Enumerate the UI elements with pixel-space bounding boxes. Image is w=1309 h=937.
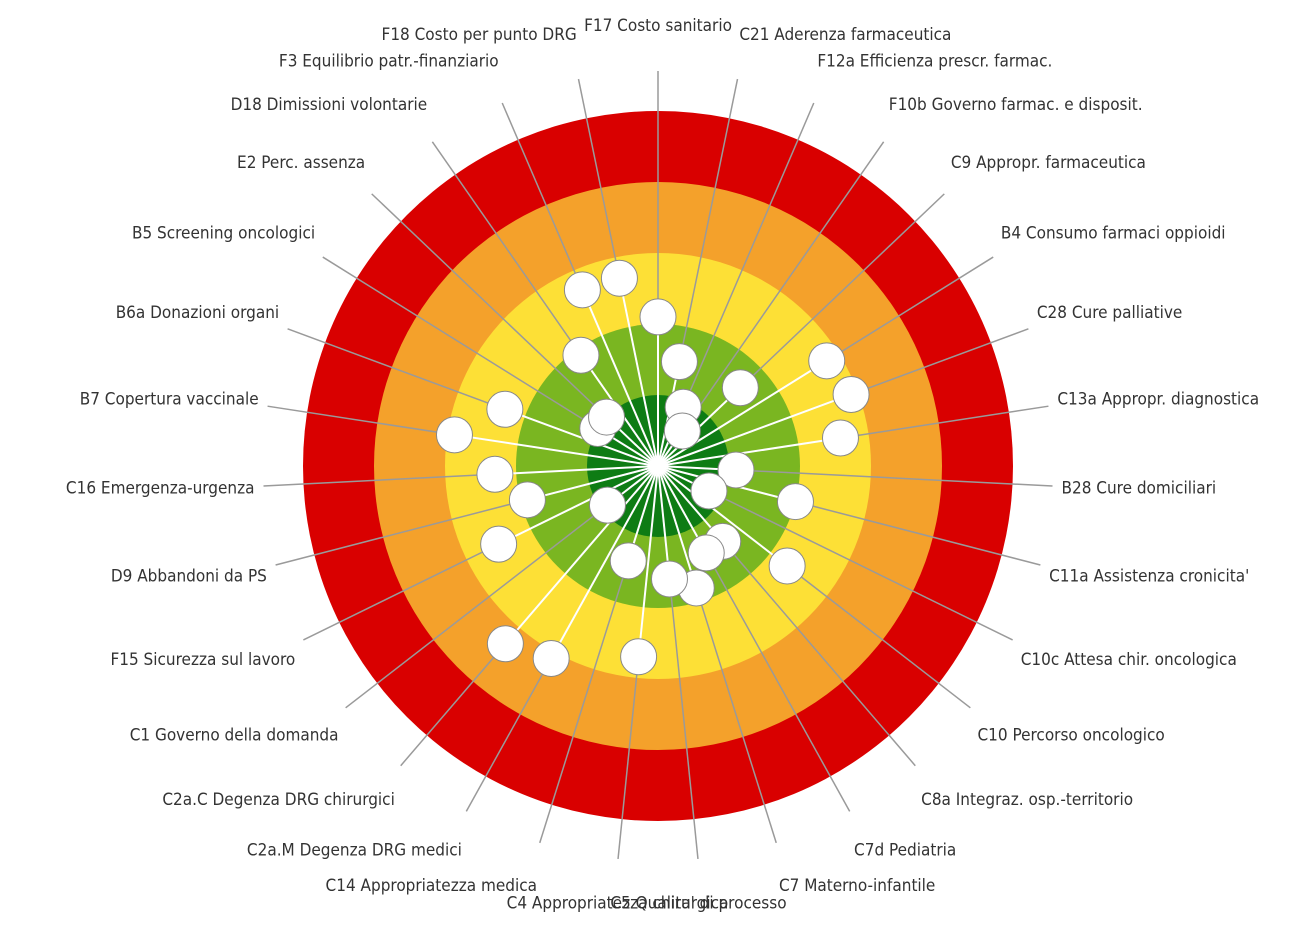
marker xyxy=(768,547,806,585)
marker xyxy=(650,560,688,598)
marker xyxy=(609,542,647,580)
marker xyxy=(476,455,514,493)
spoke xyxy=(581,289,659,467)
marker xyxy=(687,534,725,572)
category-label: C21 Aderenza farmaceutica xyxy=(739,25,951,45)
category-label: C7 Materno-infantile xyxy=(779,876,935,896)
marker xyxy=(486,625,524,663)
marker xyxy=(508,481,546,519)
category-label: C11a Assistenza cronicita' xyxy=(1049,566,1249,586)
spoke xyxy=(657,465,671,580)
marker xyxy=(532,639,570,677)
category-label: C10 Percorso oncologico xyxy=(977,725,1164,745)
category-label: E2 Perc. assenza xyxy=(237,153,365,173)
spoke xyxy=(657,465,788,567)
marker xyxy=(721,369,759,407)
category-label: B5 Screening oncologici xyxy=(132,223,315,243)
spoke xyxy=(504,465,659,645)
marker xyxy=(562,336,600,374)
marker xyxy=(600,259,638,297)
category-label: C16 Emergenza-urgenza xyxy=(66,478,255,498)
category-label: C10c Attesa chir. oncologica xyxy=(1021,650,1237,670)
category-label: C8a Integraz. osp.-territorio xyxy=(921,790,1133,810)
marker xyxy=(639,298,677,336)
category-label: D9 Abbandoni da PS xyxy=(111,566,267,586)
category-label: F12a Efficienza prescr. farmac. xyxy=(817,52,1052,72)
category-label: B7 Copertura vaccinale xyxy=(80,389,259,409)
category-label: B4 Consumo farmaci oppioidi xyxy=(1001,223,1226,243)
marker xyxy=(620,638,658,676)
marker xyxy=(832,375,870,413)
category-label: F15 Sicurezza sul lavoro xyxy=(110,650,295,670)
spoke xyxy=(657,465,698,589)
spoke xyxy=(657,393,852,467)
marker xyxy=(821,419,859,457)
marker xyxy=(486,390,524,428)
spoke xyxy=(657,437,841,467)
category-label: C1 Governo della domanda xyxy=(130,725,339,745)
spoke xyxy=(618,278,659,467)
spoke xyxy=(637,465,659,657)
spoke xyxy=(504,408,659,467)
category-label: C5 Qualita' di processo xyxy=(610,894,786,914)
category-label: C2a.C Degenza DRG chirurgici xyxy=(162,790,395,810)
category-label: C4 Appropriatezza chirurgica xyxy=(507,894,729,914)
category-label: F18 Costo per punto DRG xyxy=(382,25,577,45)
category-label: C2a.M Degenza DRG medici xyxy=(247,841,462,861)
marker xyxy=(776,483,814,521)
marker xyxy=(660,343,698,381)
marker xyxy=(563,271,601,309)
spoke xyxy=(494,465,659,476)
category-label: F17 Costo sanitario xyxy=(584,16,732,36)
category-label: C13a Appropr. diagnostica xyxy=(1057,389,1259,409)
spoke xyxy=(550,465,659,659)
marker xyxy=(808,342,846,380)
marker xyxy=(588,486,626,524)
category-label: B28 Cure domiciliari xyxy=(1061,478,1216,498)
category-label: F10b Governo farmac. e disposit. xyxy=(889,95,1143,115)
category-label: B6a Donazioni organi xyxy=(116,303,279,323)
marker xyxy=(480,525,518,563)
marker xyxy=(690,472,728,510)
spoke xyxy=(527,465,659,501)
marker xyxy=(717,451,755,489)
category-label: C9 Appropr. farmaceutica xyxy=(951,153,1146,173)
spoke xyxy=(454,433,659,467)
marker xyxy=(663,412,701,450)
category-label: F3 Equilibrio patr.-finanziario xyxy=(279,52,499,72)
marker xyxy=(588,398,626,436)
marker xyxy=(435,416,473,454)
category-label: C28 Cure palliative xyxy=(1037,303,1182,323)
category-label: D18 Dimissioni volontarie xyxy=(231,95,428,115)
category-label: C14 Appropriatezza medica xyxy=(326,876,538,896)
spoke xyxy=(498,465,659,546)
category-label: C7d Pediatria xyxy=(854,841,956,861)
